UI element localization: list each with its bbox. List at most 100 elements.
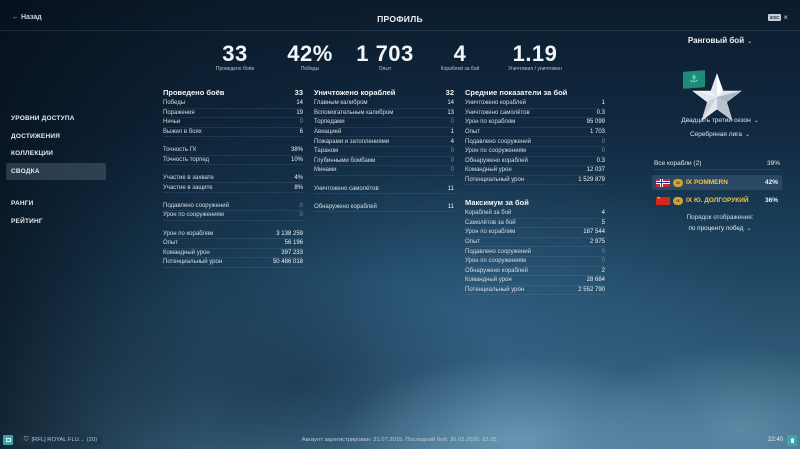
stat-value: 8%	[294, 184, 303, 191]
section-total: 33	[294, 87, 303, 97]
stat-value: 42%	[287, 41, 333, 66]
stat-row: Командный урон 397 233	[163, 249, 303, 259]
clan-name: [RFL] ROYAL FLU...	[31, 437, 84, 443]
stat-label: Тараном	[314, 148, 339, 155]
ship-row-pommern[interactable]: IX IX POMMERN 42%	[652, 175, 782, 190]
sidebar-item-summary[interactable]: СВОДКА	[6, 162, 106, 180]
stat-value: 10%	[290, 156, 303, 163]
stat-row: Потенциальный урон 50 486 018	[163, 258, 303, 268]
sidebar-item-achievements[interactable]: ДОСТИЖЕНИЯ	[11, 132, 61, 140]
league-dropdown[interactable]: Серебряная лига ⌄	[640, 128, 800, 142]
chat-button[interactable]	[3, 435, 13, 445]
ranked-panel: Ранговый бой ⌄ ⚓ Двадцать третий сезон ⌄ С…	[640, 36, 800, 232]
sidebar-item-access-levels[interactable]: УРОВНИ ДОСТУПА	[11, 115, 75, 122]
section-title: Максимум за бой	[465, 197, 529, 207]
stat-row: Точность торпед 10%	[163, 156, 303, 166]
stat-value: 397 233	[281, 249, 303, 256]
average-section: Средние показатели за бой Уничтожено кор…	[465, 86, 605, 186]
stat-row: Кораблей за бой 4	[465, 209, 605, 219]
stat-value: 0.3	[596, 157, 605, 164]
stat-wins: 42% Победы	[280, 41, 340, 73]
clan-chat-button[interactable]: ⛉ [RFL] ROYAL FLU... (20)	[19, 435, 103, 445]
stat-label: Уничтожено кораблей	[465, 100, 527, 107]
ship-name: IX Ю. ДОЛГОРУКИЙ	[686, 197, 749, 204]
stat-row: Урон по сооружениям 0	[465, 257, 605, 267]
section-title: Проведено боёв	[163, 87, 225, 97]
stat-value: 0	[450, 148, 454, 155]
section-header: Уничтожено кораблей 32	[314, 86, 454, 98]
stat-kd-ratio: 1.19 Уничтожил / уничтожен	[500, 41, 570, 73]
notifications-button[interactable]	[787, 435, 797, 446]
premium-badge-icon: IX	[673, 178, 683, 187]
chat-icon	[5, 438, 11, 442]
stat-value: 1.19	[512, 41, 558, 66]
section-header: Максимум за бой	[465, 196, 605, 208]
stat-value: 187 544	[583, 229, 605, 236]
stat-label: Кораблей за бой	[465, 210, 512, 217]
sidebar: УРОВНИ ДОСТУПА ДОСТИЖЕНИЯ КОЛЛЕКЦИИ СВОД…	[6, 110, 106, 231]
stat-row: Подавлено сооружений 0	[465, 137, 605, 147]
stat-label: Главным калибром	[314, 100, 368, 107]
sidebar-item-ranks[interactable]: РАНГИ	[11, 200, 34, 208]
all-ships-row[interactable]: Все корабли (2) 39%	[654, 158, 780, 170]
stat-row: Опыт 2 975	[465, 238, 605, 248]
stat-xp: 1 703 Опыт	[350, 42, 420, 73]
stat-label: Торпедами	[314, 119, 345, 126]
season-dropdown[interactable]: Двадцать третий сезон ⌄	[640, 114, 800, 128]
clock: 22:40	[767, 437, 783, 443]
stat-value: 2 975	[589, 239, 605, 246]
stat-value: 5	[601, 219, 605, 226]
season-label: Двадцать третий сезон	[681, 117, 751, 124]
sidebar-item-rating[interactable]: РЕЙТИНГ	[11, 217, 43, 225]
stat-row: Урон по кораблям 3 138 259	[163, 229, 303, 239]
stat-row: Потенциальный урон 1 529 879	[465, 176, 605, 186]
stat-value: 28 684	[586, 277, 605, 284]
section-title: Средние показатели за бой	[465, 87, 568, 97]
silver-star-icon	[692, 73, 742, 121]
stat-row: Уничтожено кораблей 1	[465, 99, 605, 109]
stat-value: 14	[447, 100, 454, 107]
stat-row: Глубинными бомбами 0	[314, 157, 454, 167]
stat-row: Подавлено сооружений 0	[163, 202, 303, 212]
section-header: Средние показатели за бой	[465, 86, 605, 98]
back-button[interactable]: ← Назад	[12, 14, 42, 21]
stat-label: Урон по сооружениям	[465, 258, 526, 265]
registration-info: Аккаунт зарегистрирован: 31.07.2015. Пос…	[301, 437, 499, 443]
clan-count: (20)	[86, 437, 98, 443]
ship-name: IX POMMERN	[686, 179, 728, 186]
chevron-down-icon: ⌄	[753, 118, 759, 124]
stat-row: Авиацией 1	[314, 128, 454, 138]
stat-value: 1 529 879	[578, 177, 605, 184]
stat-label: Урон по сооружениям	[465, 148, 526, 155]
stat-row: Главным калибром 14	[314, 99, 454, 109]
stat-label: Проведено боёв	[215, 66, 255, 72]
stat-label: Командный урон	[465, 167, 512, 174]
close-button[interactable]: ESC ×	[768, 13, 788, 21]
ship-win-pct: 36%	[764, 197, 778, 204]
back-label: ← Назад	[12, 14, 42, 21]
stat-value: 4	[601, 210, 605, 217]
stat-label: Участие в захвате	[163, 175, 214, 182]
stat-row: Самолётов за бой 5	[465, 219, 605, 229]
stat-label: Обнаружено кораблей	[314, 203, 377, 210]
bell-icon	[790, 438, 794, 443]
battles-section: Проведено боёв 33 Победы 14 Поражения 19 Н…	[163, 86, 303, 268]
stat-value: 1	[601, 100, 605, 107]
norway-flag-icon	[656, 178, 670, 187]
stat-row: Участие в защите 8%	[163, 183, 303, 193]
stat-label: Урон по кораблям	[163, 230, 214, 237]
stat-label: Опыт	[378, 66, 392, 72]
stat-label: Урон по кораблям	[465, 119, 516, 126]
stat-value: 3 138 259	[276, 230, 303, 237]
bottom-bar: ⛉ [RFL] ROYAL FLU... (20) Аккаунт зареги…	[0, 432, 800, 449]
stat-label: Потенциальный урон	[163, 259, 223, 266]
stat-row: Торпедами 0	[314, 118, 454, 128]
stat-value: 0	[601, 148, 605, 155]
battle-mode-dropdown[interactable]: Ранговый бой ⌄	[640, 36, 800, 48]
ship-row-dolgorukiy[interactable]: IX IX Ю. ДОЛГОРУКИЙ 36%	[652, 193, 782, 208]
stat-label: Точность торпед	[163, 156, 210, 163]
stat-label: Кораблей за бой	[440, 66, 480, 72]
sidebar-item-collections[interactable]: КОЛЛЕКЦИИ	[11, 150, 54, 158]
sort-order-dropdown[interactable]: по проценту побед ⌄	[640, 225, 800, 232]
stat-ships-per-battle: 4 Кораблей за бой	[425, 42, 495, 73]
